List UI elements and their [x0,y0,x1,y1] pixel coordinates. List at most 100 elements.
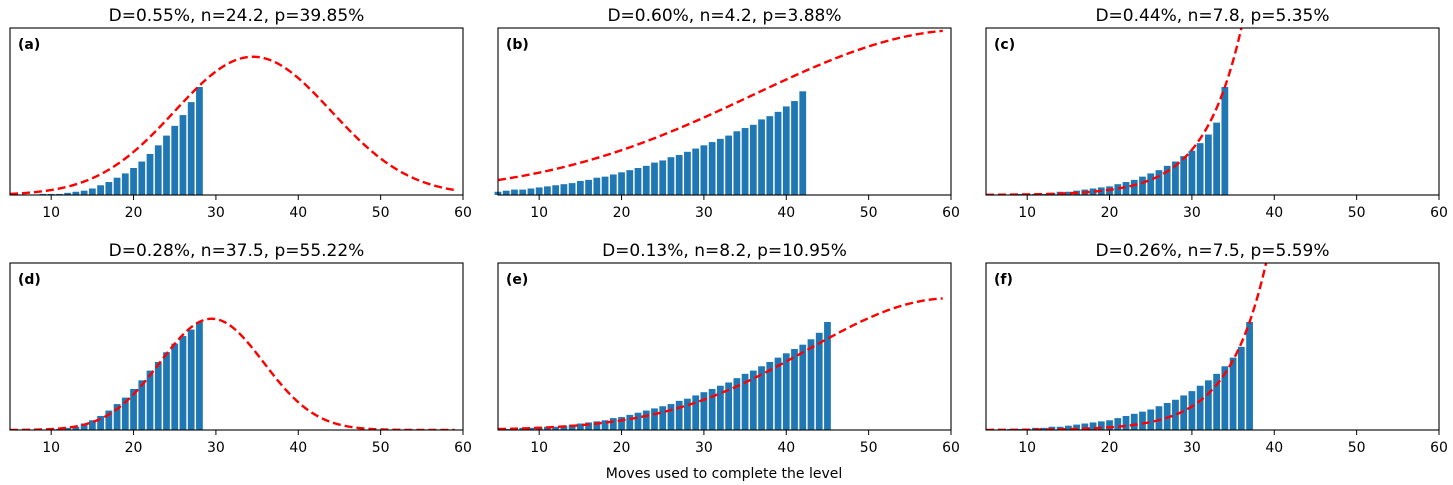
x-tick-label: 30 [695,205,713,221]
x-tick-label: 30 [695,440,713,456]
subplot-title: D=0.28%, n=37.5, p=55.22% [109,241,365,261]
histogram-bar [146,370,154,430]
histogram-bar [659,160,667,195]
x-tick-label: 20 [125,205,143,221]
histogram-bar [791,101,798,195]
fit-curve [986,263,1268,430]
x-tick-label: 20 [1101,205,1119,221]
histogram-bar [72,191,80,195]
histogram-bar [1205,380,1212,430]
subplot: D=0.55%, n=24.2, p=39.85% (a) 10 20 30 40 50 60 [9,6,472,221]
histogram-bar [72,426,80,430]
histogram-bar [1147,409,1155,430]
histogram-bar [634,168,642,195]
subplot: D=0.26%, n=7.5, p=5.59% (f) 10 20 30 40 50 60 [985,241,1448,456]
histogram-bar [684,151,691,195]
histogram-bar [1205,134,1212,195]
histogram-bar [1180,156,1188,195]
histogram-bar [725,382,732,430]
histogram-bar [1196,385,1204,430]
histogram-bar [80,423,88,430]
histogram-bar [618,172,625,195]
histogram-bar [535,187,543,195]
x-tick-label: 40 [1265,440,1283,456]
histogram-bar [700,145,708,195]
fit-curve [10,317,455,430]
histogram-bar [601,420,609,430]
panel-label: (a) [18,37,40,53]
histogram-bar [163,135,170,195]
histogram-bar [1139,176,1146,195]
histogram-bar [113,404,121,430]
histogram-bar [642,165,650,195]
histogram-bar [667,404,675,430]
x-tick-label: 20 [125,440,143,456]
subplot: D=0.28%, n=37.5, p=55.22% (d) 10 20 30 40 50 60 [9,241,472,456]
histogram-bar [1221,87,1229,195]
histogram-bar [684,398,691,430]
histogram-bar [675,400,683,430]
histogram-bar [585,422,592,430]
histogram-bar [196,322,203,430]
histogram-bar [511,189,518,195]
histogram-bar [824,322,831,430]
histogram-bar [733,378,741,430]
histogram-bar [97,185,104,195]
histogram-bar [502,190,510,195]
subplot-title: D=0.26%, n=7.5, p=5.59% [1095,241,1329,261]
histogram-bar [88,188,96,195]
x-tick-label: 10 [1018,440,1036,456]
fit-curve [498,297,943,430]
histogram-bar [97,415,104,430]
histogram-bar [782,353,790,430]
histogram-bar [774,111,782,195]
x-axis-label: Moves used to complete the level [606,466,842,482]
histogram-bar [692,395,700,430]
x-tick-label: 30 [1183,205,1201,221]
histogram-bar [130,168,137,195]
histogram-bar [667,157,675,195]
histogram-bar [815,332,823,430]
histogram-bar [601,176,609,195]
x-tick-label: 30 [1183,440,1201,456]
x-tick-label: 20 [1101,440,1119,456]
x-tick-label: 30 [207,205,225,221]
histogram-bar [1155,170,1163,195]
histogram-bar [758,366,765,430]
histogram-bar [527,427,535,430]
histogram-bar [196,87,203,195]
x-tick-label: 10 [530,440,548,456]
histogram-bar [618,417,625,430]
histogram-bar [568,183,576,195]
histogram-bar [1130,413,1138,430]
x-tick-label: 50 [372,440,390,456]
histogram-bar [708,142,716,195]
histogram-bar [626,414,634,430]
histogram-bar [1237,346,1245,430]
histogram-bar [774,357,782,430]
x-tick-label: 10 [530,205,548,221]
histogram-bar [163,352,170,430]
panel-label: (e) [506,272,528,288]
x-tick-label: 50 [1348,205,1366,221]
histogram-bar [733,131,741,195]
histogram-bar [1139,411,1146,430]
histogram-bar [1106,420,1113,430]
histogram-bar [692,148,700,195]
histogram-bar [593,421,601,430]
histogram-bar [651,408,658,430]
histogram-bar [1229,357,1237,430]
histogram-bar [1213,373,1220,430]
histogram-bar [576,180,584,195]
histogram-bar [105,410,113,430]
x-tick-label: 60 [454,440,472,456]
x-tick-label: 60 [942,205,960,221]
histogram-bar [1147,173,1155,195]
histogram-bar [138,161,146,195]
histogram-bar [642,410,650,430]
subplot-title: D=0.55%, n=24.2, p=39.85% [109,6,365,26]
histogram-bar [799,91,807,195]
histogram-bar [146,153,154,195]
histogram-bar [1188,150,1196,195]
